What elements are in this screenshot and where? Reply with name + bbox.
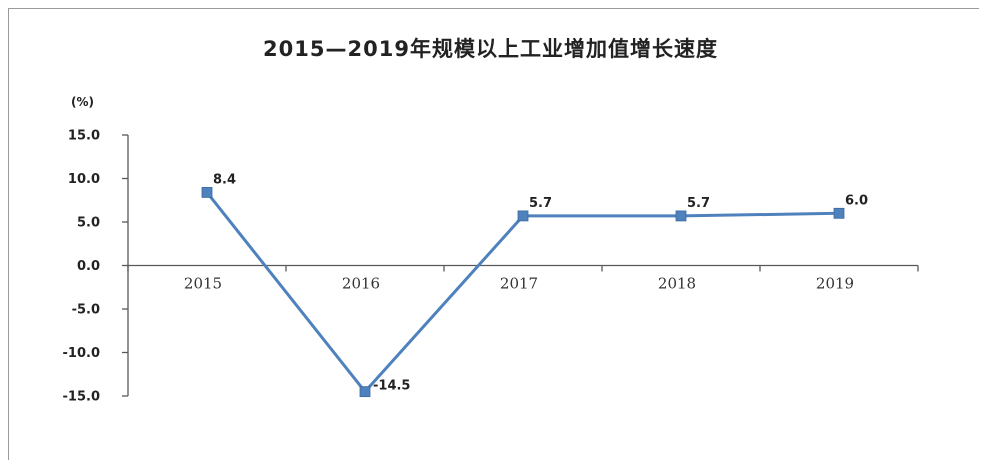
data-point-marker (359, 386, 371, 398)
y-tick-label: -5.0 (72, 303, 100, 318)
series-group (201, 187, 845, 398)
y-axis-unit: (%) (71, 95, 94, 109)
data-label: -14.5 (373, 379, 410, 394)
x-tick-label: 2018 (658, 275, 696, 293)
axes (122, 134, 919, 397)
data-labels: 8.4 -14.5 5.7 5.7 6.0 (213, 172, 868, 393)
x-tick-label: 2019 (816, 275, 854, 293)
x-tick-label: 2017 (500, 275, 538, 293)
x-tick-labels: 2015 2016 2017 2018 2019 (184, 275, 854, 293)
data-point-marker (833, 207, 845, 219)
x-tick-label: 2015 (184, 275, 222, 293)
data-point-marker (517, 210, 529, 222)
data-point-marker (201, 187, 213, 198)
y-tick-label: 0.0 (77, 259, 100, 274)
y-tick-label: 15.0 (68, 129, 100, 144)
y-tick-label: -15.0 (63, 390, 100, 405)
data-point-marker (675, 210, 687, 222)
data-label: 6.0 (845, 193, 868, 208)
chart-frame (8, 8, 979, 460)
y-tick-labels: 15.0 10.0 5.0 0.0 -5.0 -10.0 -15.0 (63, 129, 100, 405)
chart-title: 2015—2019年规模以上工业增加值增长速度 (263, 37, 718, 61)
data-label: 8.4 (213, 172, 236, 187)
data-label: 5.7 (529, 196, 552, 211)
x-tick-label: 2016 (342, 275, 380, 293)
y-tick-label: 5.0 (77, 216, 100, 231)
y-tick-label: 10.0 (68, 172, 100, 187)
y-tick-label: -10.0 (63, 346, 100, 361)
data-label: 5.7 (687, 196, 710, 211)
